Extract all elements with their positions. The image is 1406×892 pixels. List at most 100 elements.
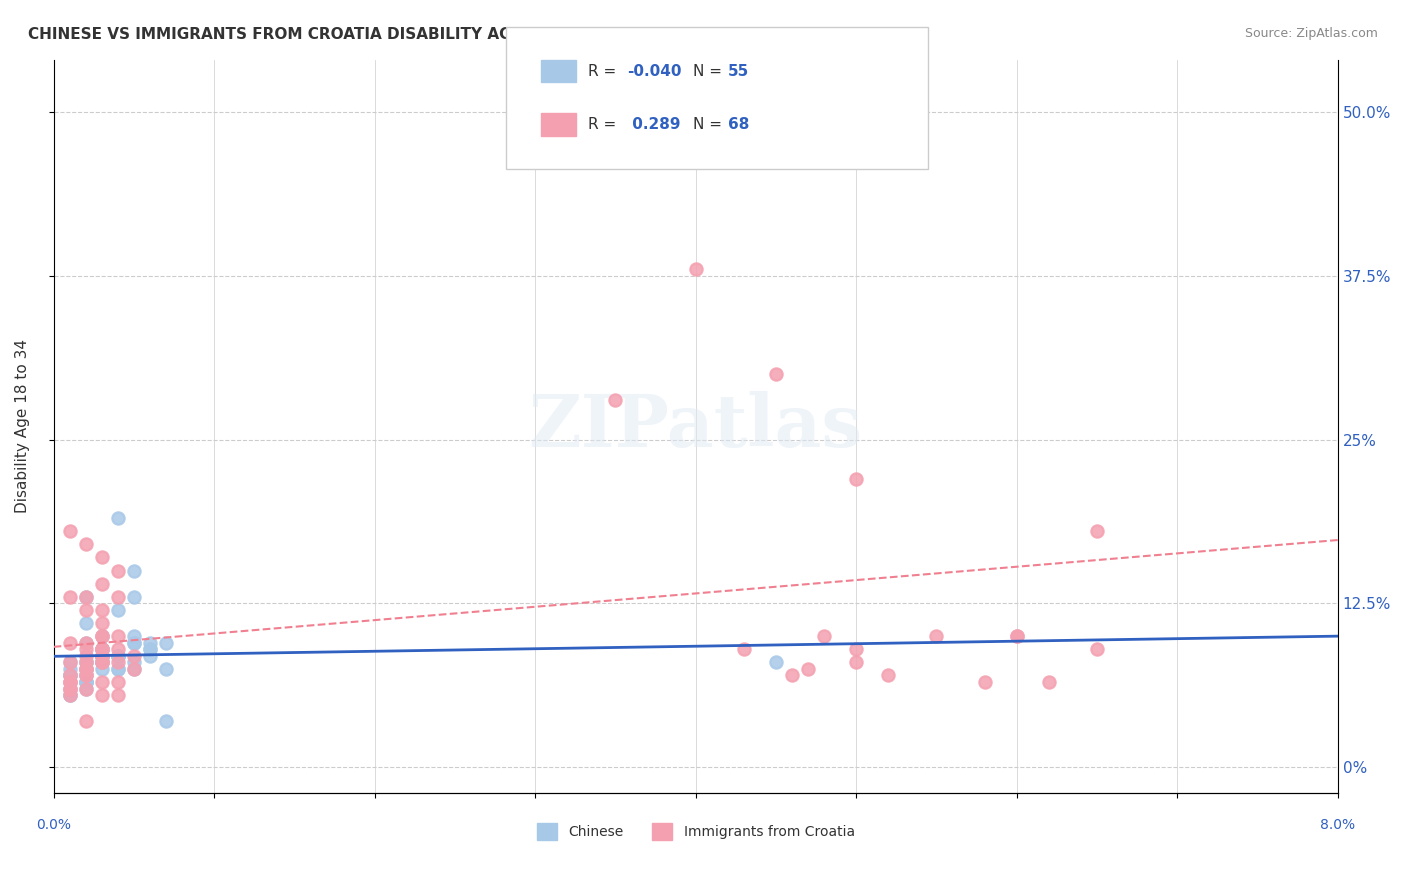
Point (90, 648, 112, 663)
Text: Source: ZipAtlas.com: Source: ZipAtlas.com (1244, 27, 1378, 40)
Text: 55: 55 (728, 64, 749, 78)
Point (90, 629, 112, 643)
Point (122, 655, 145, 669)
Point (75, 642, 97, 657)
Point (139, 635, 162, 649)
Legend: Chinese, Immigrants from Croatia: Chinese, Immigrants from Croatia (531, 817, 860, 845)
Point (90, 642, 112, 657)
Point (90, 655, 112, 669)
Point (90, 688, 112, 702)
Point (75, 655, 97, 669)
Point (107, 603, 129, 617)
Point (107, 675, 129, 690)
Point (75, 675, 97, 690)
Point (107, 655, 129, 669)
Point (90, 550, 112, 565)
Point (765, 655, 787, 669)
Point (75, 662, 97, 676)
Point (605, 393, 627, 408)
Point (90, 648, 112, 663)
Point (90, 648, 112, 663)
Point (813, 629, 835, 643)
Text: 68: 68 (728, 118, 749, 132)
Point (75, 648, 97, 663)
Point (90, 615, 112, 630)
Point (59, 688, 82, 702)
Point (780, 668, 803, 682)
Text: N =: N = (693, 118, 727, 132)
Point (75, 655, 97, 669)
Text: CHINESE VS IMMIGRANTS FROM CROATIA DISABILITY AGE 18 TO 34 CORRELATION CHART: CHINESE VS IMMIGRANTS FROM CROATIA DISAB… (28, 27, 792, 42)
Point (59, 662, 82, 676)
Point (813, 131, 835, 145)
Point (59, 668, 82, 682)
Point (155, 635, 177, 649)
Point (90, 576, 112, 591)
Point (75, 635, 97, 649)
Point (733, 642, 755, 657)
Point (90, 655, 112, 669)
Point (122, 629, 145, 643)
Point (877, 668, 900, 682)
Point (75, 635, 97, 649)
Point (59, 681, 82, 696)
Point (75, 668, 97, 682)
Text: 0.289: 0.289 (627, 118, 681, 132)
Point (1005, 629, 1028, 643)
Point (59, 668, 82, 682)
Point (155, 714, 177, 729)
Point (973, 675, 995, 690)
Point (90, 648, 112, 663)
Point (107, 662, 129, 676)
Point (75, 668, 97, 682)
Point (75, 662, 97, 676)
Point (90, 675, 112, 690)
Point (1005, 629, 1028, 643)
Point (75, 681, 97, 696)
Point (59, 655, 82, 669)
Point (59, 635, 82, 649)
Point (139, 642, 162, 657)
Point (90, 662, 112, 676)
Point (845, 472, 868, 486)
Point (90, 655, 112, 669)
Point (59, 681, 82, 696)
Point (107, 511, 129, 525)
Point (75, 668, 97, 682)
Point (59, 675, 82, 690)
Point (75, 714, 97, 729)
Point (59, 668, 82, 682)
Point (107, 648, 129, 663)
Point (107, 642, 129, 657)
Text: R =: R = (588, 118, 621, 132)
Point (75, 655, 97, 669)
Point (122, 648, 145, 663)
Point (75, 590, 97, 604)
Point (75, 675, 97, 690)
Point (107, 648, 129, 663)
Y-axis label: Disability Age 18 to 34: Disability Age 18 to 34 (15, 340, 30, 514)
Text: R =: R = (588, 64, 621, 78)
Text: -0.040: -0.040 (627, 64, 682, 78)
Point (59, 675, 82, 690)
Point (139, 642, 162, 657)
Point (925, 629, 948, 643)
Point (765, 367, 787, 381)
Point (1085, 642, 1108, 657)
Point (75, 615, 97, 630)
Point (107, 648, 129, 663)
Point (59, 688, 82, 702)
Point (90, 655, 112, 669)
Point (122, 590, 145, 604)
Point (1038, 675, 1060, 690)
Point (75, 662, 97, 676)
Point (90, 629, 112, 643)
Point (845, 642, 868, 657)
Point (90, 655, 112, 669)
Point (75, 603, 97, 617)
Point (59, 590, 82, 604)
Point (90, 629, 112, 643)
Text: ZIPatlas: ZIPatlas (529, 391, 863, 462)
Point (90, 642, 112, 657)
Point (107, 662, 129, 676)
